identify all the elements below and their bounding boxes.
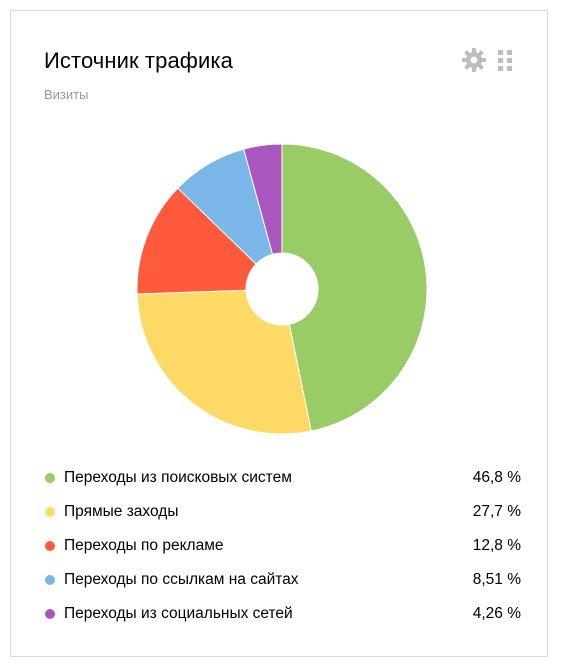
chart-legend: Переходы из поисковых систем 46,8 % Прямые… — [41, 461, 521, 631]
legend-label: Переходы по ссылкам на сайтах — [64, 571, 299, 588]
legend-value: 46,8 % — [472, 469, 521, 486]
legend-value: 12,8 % — [472, 537, 521, 554]
legend-value: 8,51 % — [472, 571, 521, 588]
donut-slice[interactable] — [136, 289, 312, 435]
legend-label: Прямые заходы — [64, 503, 179, 520]
donut-slice[interactable] — [136, 187, 257, 295]
legend-item[interactable]: Переходы по ссылкам на сайтах 8,51 % — [41, 563, 521, 597]
gear-icon[interactable] — [461, 47, 487, 73]
legend-swatch — [45, 575, 55, 585]
legend-swatch — [45, 541, 55, 551]
legend-value: 4,26 % — [472, 605, 521, 622]
legend-item[interactable]: Переходы по рекламе 12,8 % — [41, 529, 521, 563]
legend-label: Переходы по рекламе — [64, 537, 224, 554]
legend-item[interactable]: Прямые заходы 27,7 % — [41, 495, 521, 529]
drag-grip-icon[interactable] — [497, 49, 513, 71]
legend-label: Переходы из социальных сетей — [64, 605, 293, 622]
traffic-source-widget: Источник трафика Визиты Переходы из поис… — [10, 10, 548, 657]
legend-value: 27,7 % — [472, 503, 521, 520]
widget-title: Источник трафика — [44, 48, 233, 73]
donut-slice[interactable] — [281, 143, 428, 432]
widget-subtitle: Визиты — [44, 87, 89, 102]
legend-item[interactable]: Переходы из социальных сетей 4,26 % — [41, 597, 521, 631]
traffic-donut-chart — [136, 143, 428, 435]
legend-swatch — [45, 507, 55, 517]
legend-swatch — [45, 609, 55, 619]
legend-swatch — [45, 473, 55, 483]
legend-item[interactable]: Переходы из поисковых систем 46,8 % — [41, 461, 521, 495]
donut-slice[interactable] — [243, 143, 283, 255]
legend-label: Переходы из поисковых систем — [64, 469, 292, 486]
